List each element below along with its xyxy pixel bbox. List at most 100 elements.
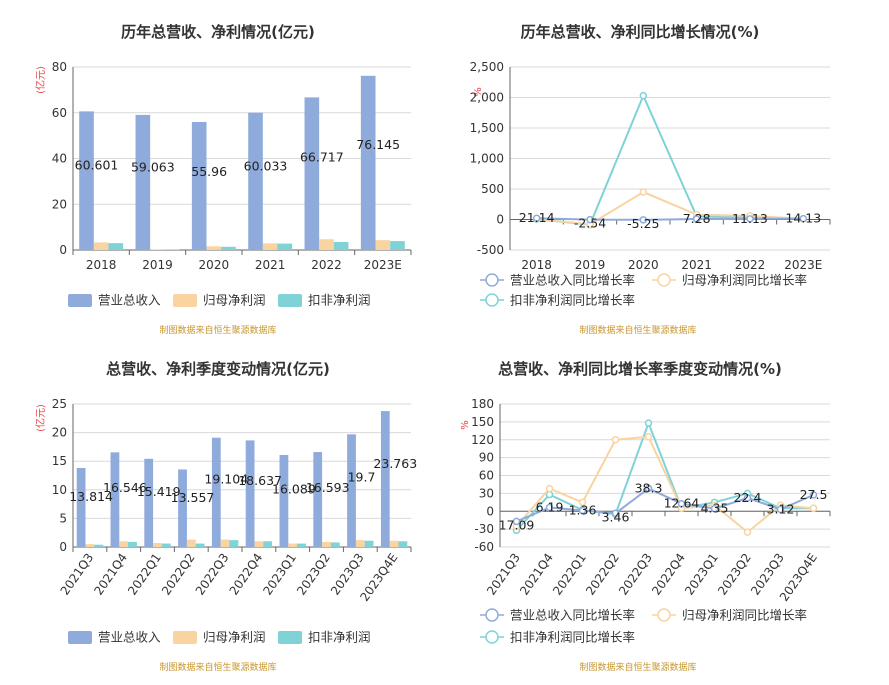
- legend-label: 归母净利润同比增长率: [682, 273, 807, 288]
- series-line-1: [536, 190, 804, 226]
- legend-label: 扣非净利润同比增长率: [510, 630, 635, 645]
- data-point-1: [809, 504, 818, 513]
- bar-1: [319, 239, 334, 250]
- y-tick-label: 90: [479, 451, 494, 465]
- y-tick-label: -500: [477, 243, 504, 257]
- legend-swatch: [278, 294, 302, 307]
- data-point-0: [532, 214, 541, 222]
- data-label: 22.4: [734, 490, 762, 505]
- source-note: 制图数据来自恒生聚源数据库: [159, 324, 276, 336]
- chart-title: 总营收、净利季度变动情况(亿元): [106, 360, 330, 378]
- data-point-0: [746, 215, 754, 223]
- legend-marker: [485, 630, 499, 644]
- bar-0: [248, 112, 263, 250]
- y-tick-label: 60: [52, 106, 67, 120]
- y-tick-label: 60: [479, 469, 494, 483]
- data-point-1: [611, 436, 620, 444]
- bar-2: [221, 246, 236, 250]
- y-tick-label: 40: [52, 152, 67, 166]
- bar-2: [94, 544, 104, 547]
- bar-0: [110, 452, 120, 547]
- legend-label: 扣非净利润: [308, 630, 371, 645]
- legend-label: 归母净利润: [203, 630, 266, 645]
- data-label: 66.717: [300, 149, 344, 164]
- data-label: 18.637: [238, 473, 282, 488]
- y-tick-label: 15: [52, 454, 67, 468]
- bar-1: [355, 540, 365, 547]
- legend-marker: [657, 273, 671, 287]
- legend-swatch: [173, 631, 197, 644]
- y-axis-label: (亿元): [34, 404, 47, 432]
- source-note: 制图数据来自恒生聚源数据库: [579, 324, 696, 336]
- bar-1: [119, 541, 129, 547]
- y-tick-label: 0: [486, 504, 494, 518]
- x-tick-label: 2021Q3: [58, 551, 97, 598]
- legend-label: 扣非净利润: [308, 293, 371, 308]
- data-label: 3.46: [602, 509, 630, 524]
- legend-swatch: [68, 294, 92, 307]
- bar-0: [304, 97, 320, 251]
- y-tick-label: -60: [474, 540, 494, 554]
- y-tick-label: 180: [471, 397, 494, 411]
- legend-label: 营业总收入同比增长率: [510, 273, 635, 288]
- data-label: 38.3: [635, 480, 663, 495]
- x-tick-label: 2021: [681, 258, 712, 272]
- series-line-0: [536, 217, 804, 221]
- bar-2: [330, 542, 340, 547]
- bar-1: [254, 541, 264, 547]
- data-label: 3.12: [767, 501, 795, 516]
- bar-2: [364, 540, 374, 547]
- data-point-0: [799, 214, 808, 223]
- bar-2: [297, 543, 306, 547]
- data-label: 60.033: [244, 158, 288, 173]
- x-tick-label: 2019: [575, 258, 606, 272]
- y-tick-label: 10: [52, 483, 67, 497]
- series-line-2: [515, 420, 814, 531]
- bar-2: [108, 243, 124, 250]
- x-tick-label: 2023E: [784, 258, 822, 272]
- data-point-2: [639, 91, 648, 100]
- bar-2: [128, 541, 137, 547]
- legend-label: 营业总收入同比增长率: [510, 608, 635, 623]
- y-tick-label: -30: [474, 522, 494, 536]
- x-tick-label: 2022Q2: [159, 551, 198, 598]
- data-label: 59.063: [131, 160, 175, 175]
- bar-2: [195, 543, 205, 547]
- y-tick-label: 20: [52, 426, 67, 440]
- x-tick-label: 2021Q4: [91, 551, 130, 598]
- data-label: 19.7: [348, 470, 376, 485]
- data-label: -2.54: [574, 216, 606, 231]
- data-point-0: [512, 517, 521, 526]
- y-tick-label: 0: [59, 243, 67, 257]
- x-tick-label: 2018: [521, 258, 552, 272]
- legend-label: 营业总收入: [98, 293, 161, 308]
- data-label: 7.28: [683, 211, 711, 226]
- bar-2: [390, 241, 405, 250]
- data-point-0: [578, 506, 587, 515]
- data-label: 13.557: [171, 490, 215, 505]
- y-tick-label: 1,500: [470, 121, 504, 135]
- data-point-1: [639, 188, 648, 196]
- data-label: 60.601: [75, 158, 119, 173]
- legend-marker: [485, 273, 499, 287]
- bar-0: [313, 452, 323, 547]
- bar-1: [262, 243, 278, 250]
- x-tick-label: 2019: [142, 258, 173, 272]
- y-tick-label: 150: [471, 415, 494, 429]
- panel-annual-growth: 历年总营收、净利同比增长情况(%) % 制图数据来自恒生聚源数据库 -500 0 5…: [470, 23, 831, 336]
- y-axis-label: %: [460, 420, 471, 430]
- x-tick-label: 2022: [735, 258, 766, 272]
- bar-1: [206, 246, 222, 250]
- bar-0: [211, 437, 221, 547]
- y-tick-label: 0: [59, 540, 67, 554]
- bar-0: [360, 75, 376, 250]
- data-label: 17.09: [499, 517, 535, 532]
- data-point-0: [710, 504, 719, 513]
- bar-0: [245, 440, 255, 547]
- bar-0: [178, 469, 187, 547]
- series-line-2: [536, 93, 804, 226]
- bar-2: [263, 541, 273, 547]
- legend-swatch: [68, 631, 92, 644]
- data-label: 76.145: [356, 137, 400, 152]
- chart-title: 历年总营收、净利情况(亿元): [121, 23, 315, 41]
